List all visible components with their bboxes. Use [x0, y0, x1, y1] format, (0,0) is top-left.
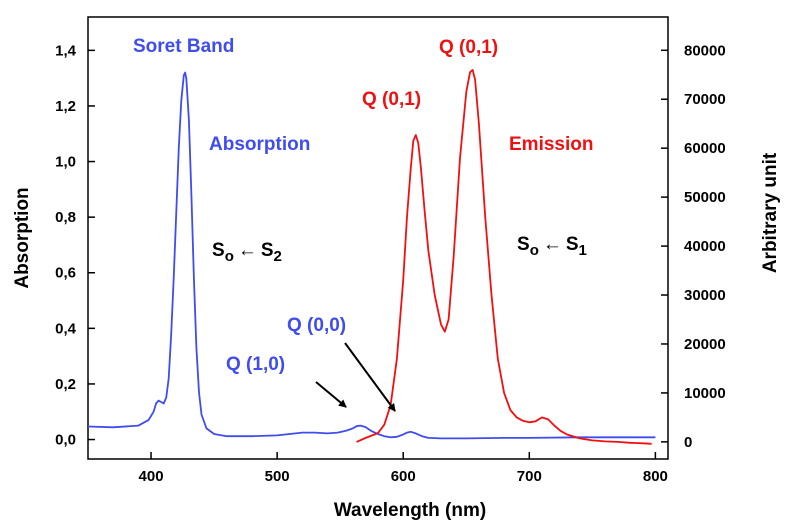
y-left-tick-label: 1,4: [55, 42, 77, 59]
x-tick-label: 600: [391, 468, 416, 485]
y-right-tick-label: 20000: [684, 336, 726, 353]
y-right-tick-label: 30000: [684, 287, 726, 304]
transition-arrow: ←: [543, 234, 562, 255]
state-s0-subscript: o: [225, 248, 234, 265]
annotation-q01-emission-peak: Q (0,1): [439, 37, 498, 58]
x-axis-title: Wavelength (nm): [334, 500, 486, 521]
x-axis-ticks: 400 500 600 700 800: [139, 452, 668, 485]
y-left-axis-title: Absorption: [12, 187, 33, 288]
y-right-axis-title: Arbitrary unit: [760, 152, 781, 273]
annotation-q00: Q (0,0): [287, 315, 346, 336]
y-left-tick-label: 0,0: [55, 432, 76, 449]
q00-pointer-arrow: [344, 342, 396, 412]
annotation-absorption: Absorption: [209, 134, 310, 155]
y-left-axis-ticks: 0,0 0,2 0,4 0,6 0,8 1,0 1,2 1,4: [55, 42, 95, 449]
state-s0-subscript: o: [530, 242, 539, 259]
y-left-tick-label: 0,8: [55, 209, 76, 226]
state-s0-letter: S: [212, 240, 225, 261]
transition-s0-s2: So ← S2: [212, 240, 282, 265]
annotation-q01-first-peak: Q (0,1): [362, 89, 421, 110]
state-s0-letter: S: [517, 234, 530, 255]
series-group: [87, 69, 656, 445]
plot-frame: [87, 16, 669, 460]
y-left-tick-label: 1,0: [55, 154, 76, 171]
transition-arrow: ←: [238, 240, 257, 261]
y-right-tick-label: 60000: [684, 140, 726, 157]
y-right-tick-label: 10000: [684, 385, 726, 402]
annotation-q10: Q (1,0): [226, 354, 285, 375]
annotation-emission: Emission: [509, 134, 593, 155]
state-s1-subscript: 1: [579, 242, 587, 259]
q10-pointer-arrow: [315, 381, 347, 408]
y-right-axis-ticks: 0 10000 20000 30000 40000 50000 60000 70000 8000…: [661, 42, 726, 451]
state-s2-subscript: 2: [274, 248, 282, 265]
annotation-soret-band: Soret Band: [133, 36, 234, 57]
x-tick-label: 500: [265, 468, 290, 485]
x-tick-label: 800: [643, 468, 668, 485]
x-tick-label: 400: [139, 468, 164, 485]
x-tick-label: 700: [517, 468, 542, 485]
y-left-tick-label: 0,2: [55, 376, 76, 393]
series-line-emission: [356, 69, 652, 445]
y-left-tick-label: 1,2: [55, 98, 76, 115]
transition-s0-s1: So ← S1: [517, 234, 587, 259]
state-s2-letter: S: [261, 240, 274, 261]
y-right-tick-label: 50000: [684, 189, 726, 206]
y-left-tick-label: 0,4: [55, 320, 77, 337]
y-right-tick-label: 70000: [684, 91, 726, 108]
series-line-absorption: [87, 71, 656, 440]
y-right-tick-label: 40000: [684, 238, 726, 255]
state-s1-letter: S: [566, 234, 579, 255]
y-left-tick-label: 0,6: [55, 265, 76, 282]
y-right-tick-label: 80000: [684, 42, 726, 59]
y-right-tick-label: 0: [684, 434, 692, 451]
